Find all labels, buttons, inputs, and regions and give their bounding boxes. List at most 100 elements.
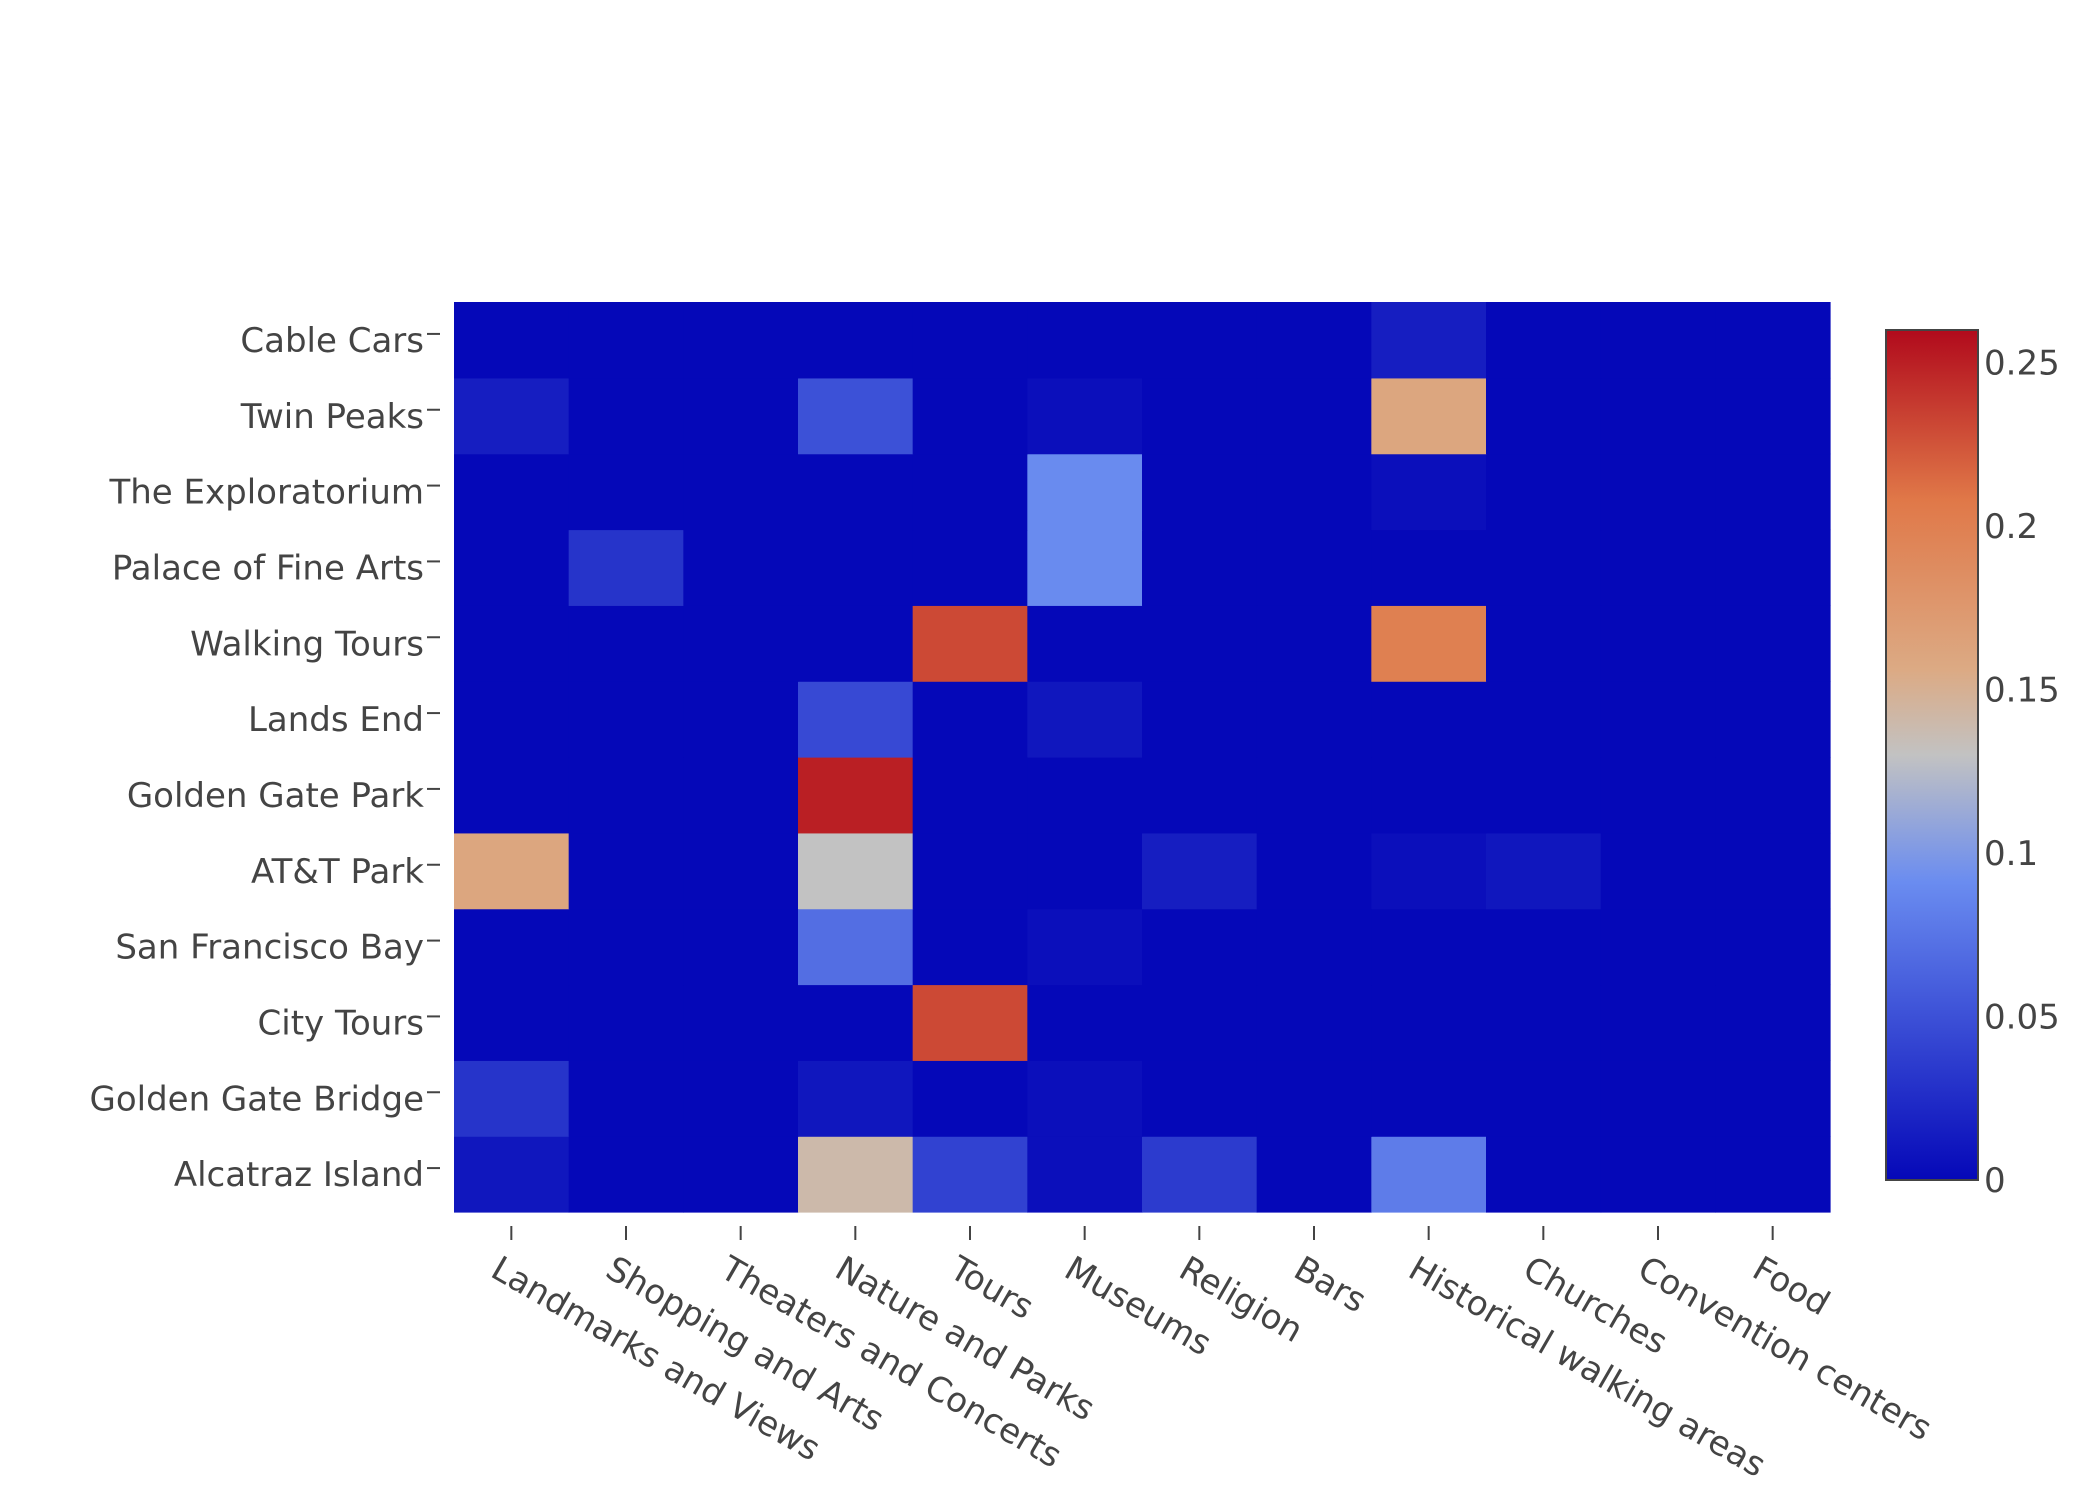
heatmap-cell xyxy=(912,832,1028,910)
heatmap-cell xyxy=(1600,681,1716,758)
y-tick-label: Walking Tours xyxy=(190,624,424,664)
heatmap-cell xyxy=(1486,377,1602,455)
heatmap-cell xyxy=(1715,832,1831,910)
heatmap-cell xyxy=(912,377,1028,455)
heatmap-cell xyxy=(1371,453,1487,531)
heatmap-cell xyxy=(912,984,1028,1061)
y-tick-label: Palace of Fine Arts xyxy=(112,548,424,588)
heatmap-cell xyxy=(1027,1136,1143,1213)
colorbar-gradient xyxy=(1885,329,1979,1181)
heatmap-cell xyxy=(683,605,799,682)
heatmap-cell xyxy=(1715,605,1831,682)
colorbar: 0 0.05 0.1 0.15 0.2 0.25 xyxy=(1885,329,2060,1201)
heatmap-cell xyxy=(1027,529,1143,606)
heatmap-cell xyxy=(454,1136,570,1213)
heatmap-cell xyxy=(912,908,1028,986)
heatmap-cell xyxy=(1027,984,1143,1061)
heatmap-cell xyxy=(1486,302,1602,379)
heatmap-cell xyxy=(1371,377,1487,455)
heatmap-cell xyxy=(1486,908,1602,986)
y-tick-label: The Exploratorium xyxy=(108,473,424,513)
colorbar-tick-label: 0.05 xyxy=(1984,998,2060,1038)
heatmap-cell xyxy=(1600,908,1716,986)
heatmap-cell xyxy=(798,453,914,531)
heatmap-cell xyxy=(1486,529,1602,606)
heatmap-cell xyxy=(1142,908,1258,986)
heatmap-cell xyxy=(1027,908,1143,986)
heatmap-cell xyxy=(1486,453,1602,531)
heatmap-cell xyxy=(1600,1060,1716,1137)
heatmap-cell xyxy=(454,681,570,758)
heatmap-cell xyxy=(912,453,1028,531)
heatmap-cell xyxy=(1715,1060,1831,1137)
heatmap-cell xyxy=(1142,529,1258,606)
heatmap-cell xyxy=(1371,1060,1487,1137)
heatmap-cell xyxy=(798,302,914,379)
y-tick-label: Lands End xyxy=(248,700,424,740)
heatmap-cell xyxy=(568,832,684,910)
y-tick-label: AT&T Park xyxy=(251,852,424,892)
heatmap-cell xyxy=(568,681,684,758)
heatmap-cell xyxy=(912,757,1028,834)
heatmap-cell xyxy=(454,302,570,379)
heatmap-cell xyxy=(1371,832,1487,910)
heatmap-cell xyxy=(568,1060,684,1137)
heatmap-cell xyxy=(1256,302,1372,379)
heatmap-cell xyxy=(454,605,570,682)
y-tick-label: Golden Gate Bridge xyxy=(89,1079,424,1119)
colorbar-tick-label: 0.2 xyxy=(1984,507,2038,547)
heatmap-cell xyxy=(912,605,1028,682)
heatmap-cell xyxy=(798,757,914,834)
heatmap-cell xyxy=(1027,302,1143,379)
heatmap-cell xyxy=(1256,681,1372,758)
heatmap-cell xyxy=(454,1060,570,1137)
heatmap-cell xyxy=(1486,832,1602,910)
colorbar-tick-label: 0.25 xyxy=(1984,344,2060,384)
heatmap-cell xyxy=(1600,757,1716,834)
heatmap-cell xyxy=(798,377,914,455)
heatmap-cell xyxy=(1256,605,1372,682)
heatmap-cell xyxy=(568,302,684,379)
heatmap-cell xyxy=(1371,605,1487,682)
heatmap-cell xyxy=(1371,757,1487,834)
heatmap-cell xyxy=(454,984,570,1061)
heatmap-cell xyxy=(1600,453,1716,531)
heatmap-cell xyxy=(1715,529,1831,606)
heatmap-cell xyxy=(1142,1136,1258,1213)
heatmap-cell xyxy=(1142,757,1258,834)
heatmap-cell xyxy=(1486,757,1602,834)
heatmap-cell xyxy=(454,529,570,606)
heatmap-cell xyxy=(1715,681,1831,758)
heatmap-cell xyxy=(1256,908,1372,986)
heatmap-cell xyxy=(683,832,799,910)
heatmap-cell xyxy=(454,908,570,986)
heatmap-cell xyxy=(1256,832,1372,910)
heatmap-cell xyxy=(798,605,914,682)
heatmap-cell xyxy=(568,529,684,606)
heatmap-cell xyxy=(1715,377,1831,455)
heatmap-cell xyxy=(912,1136,1028,1213)
y-tick-label: City Tours xyxy=(258,1003,424,1043)
heatmap-cell xyxy=(1027,605,1143,682)
heatmap-cell xyxy=(912,529,1028,606)
y-tick-label: Twin Peaks xyxy=(240,397,424,437)
heatmap-cell xyxy=(1486,1060,1602,1137)
heatmap-cell xyxy=(568,757,684,834)
heatmap-cell xyxy=(1256,1136,1372,1213)
colorbar-tick-label: 0.15 xyxy=(1984,671,2060,711)
heatmap-cell xyxy=(568,984,684,1061)
heatmap-cell xyxy=(1715,453,1831,531)
heatmap-cell xyxy=(454,453,570,531)
heatmap-cell xyxy=(568,453,684,531)
heatmap-cell xyxy=(1715,908,1831,986)
heatmap-cell xyxy=(798,681,914,758)
heatmap-cell xyxy=(1142,377,1258,455)
heatmap-cell xyxy=(1256,453,1372,531)
heatmap-cell xyxy=(568,1136,684,1213)
heatmap-cell xyxy=(1256,984,1372,1061)
heatmap-cell xyxy=(1715,984,1831,1061)
heatmap-cell xyxy=(454,757,570,834)
heatmap-cell xyxy=(1142,302,1258,379)
